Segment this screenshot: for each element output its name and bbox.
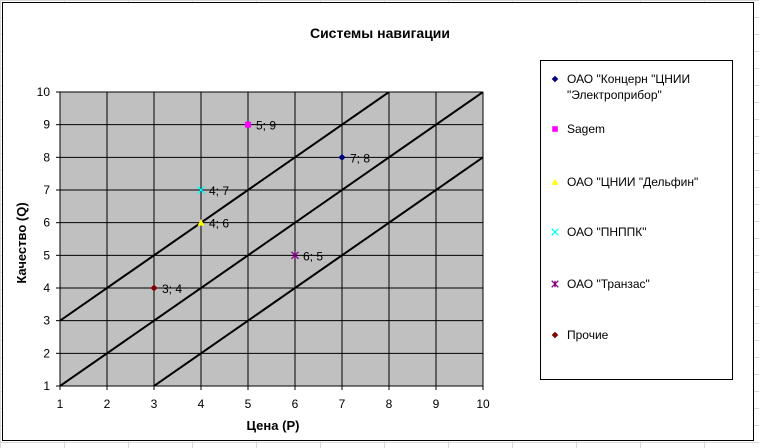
x-tick-label: 8 <box>386 397 393 411</box>
legend-label-4: ОАО "ПНППК" <box>567 225 647 239</box>
x-tick-label: 9 <box>433 397 440 411</box>
x-tick-label: 2 <box>104 397 111 411</box>
legend-marker-1 <box>551 75 559 83</box>
x-tick-label: 7 <box>339 397 346 411</box>
chart-area[interactable]: Системы навигации Цена (P) Качество (Q) … <box>2 2 754 441</box>
legend-marker-4 <box>551 228 559 236</box>
legend-marker-6 <box>551 331 559 339</box>
legend-marker-3 <box>551 178 559 185</box>
y-axis-title: Качество (Q) <box>14 202 29 283</box>
data-point-5 <box>291 251 299 260</box>
data-point-3 <box>197 219 205 226</box>
legend-label-3: ОАО "ЦНИИ "Дельфин" <box>567 175 699 189</box>
x-axis-title: Цена (P) <box>247 418 300 433</box>
y-tick-label: 10 <box>37 85 51 99</box>
legend-marker-shape-2 <box>552 126 558 132</box>
x-tick-label: 1 <box>57 397 64 411</box>
reference-line <box>60 92 483 386</box>
legend-marker-shape-4 <box>551 228 559 236</box>
legend-label-6: Прочие <box>567 328 609 342</box>
chart-title: Системы навигации <box>310 25 450 41</box>
y-tick-label: 9 <box>43 118 50 132</box>
y-tick-label: 1 <box>43 379 50 393</box>
legend-label-5: ОАО "Транзас" <box>567 277 650 291</box>
legend-marker-shape-5 <box>551 280 559 288</box>
data-point-2 <box>245 121 251 128</box>
x-tick-label: 10 <box>476 397 490 411</box>
data-label-1: 7; 8 <box>350 151 370 165</box>
x-tick-label: 5 <box>245 397 252 411</box>
data-label-4: 4; 7 <box>209 184 229 198</box>
data-label-2: 5; 9 <box>256 119 276 133</box>
y-tick-label: 5 <box>43 248 50 262</box>
data-point-6 <box>150 284 158 292</box>
y-tick-label: 3 <box>43 314 50 328</box>
plot-layer: 1 2 3 4 5 6 7 8 9 10 1 2 3 4 5 6 7 8 9 10 7; 8 5; 9 4; 6 4; 7 6;… <box>37 85 490 411</box>
legend-marker-shape-6 <box>551 331 559 339</box>
data-label-3: 4; 6 <box>209 217 229 231</box>
x-tick-label: 6 <box>292 397 299 411</box>
y-tick-label: 4 <box>43 281 50 295</box>
reference-line <box>153 156 483 386</box>
y-tick-label: 7 <box>43 183 50 197</box>
legend-marker-5 <box>551 280 559 288</box>
legend-marker-2 <box>552 126 558 132</box>
legend-marker-shape-1 <box>551 75 559 83</box>
y-tick-label: 8 <box>43 150 50 164</box>
legend-label-1: ОАО "Концерн "ЦНИИ "Электроприбор" <box>567 72 691 102</box>
legend[interactable]: ОАО "Концерн "ЦНИИ "Электроприбор" Sagem О… <box>540 60 733 380</box>
chart-svg: Системы навигации Цена (P) Качество (Q) … <box>14 25 490 433</box>
y-tick-label: 2 <box>43 346 50 360</box>
data-point-4 <box>197 186 205 194</box>
data-label-5: 6; 5 <box>303 249 323 263</box>
legend-marker-shape-3 <box>551 178 559 185</box>
x-tick-label: 3 <box>151 397 158 411</box>
data-label-6: 3; 4 <box>162 282 182 296</box>
x-tick-label: 4 <box>198 397 205 411</box>
legend-label-2: Sagem <box>567 122 606 136</box>
y-tick-label: 6 <box>43 216 50 230</box>
data-point-1 <box>338 153 346 161</box>
reference-line <box>60 92 390 322</box>
